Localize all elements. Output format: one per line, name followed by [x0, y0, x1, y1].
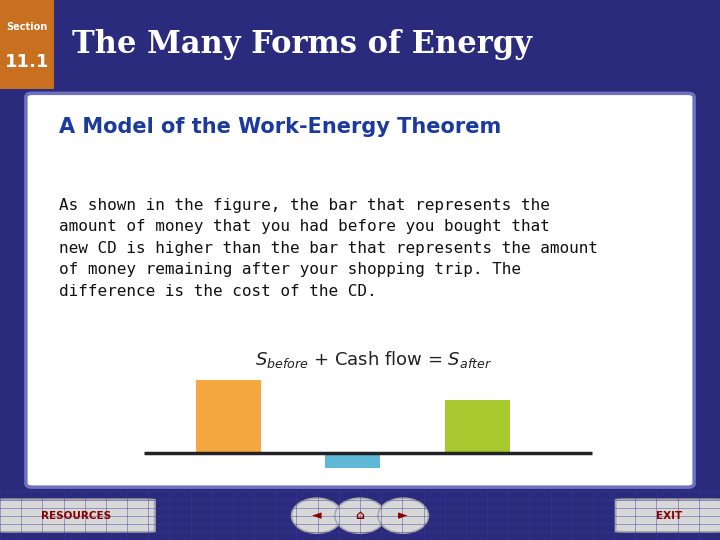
FancyBboxPatch shape [0, 0, 54, 89]
FancyBboxPatch shape [26, 93, 694, 487]
Text: 11.1: 11.1 [4, 53, 49, 71]
Ellipse shape [292, 498, 342, 533]
Text: Section: Section [6, 22, 48, 32]
Ellipse shape [335, 498, 385, 533]
Text: $\mathit{S}_{before}$ + Cash flow = $\mathit{S}_{after}$: $\mathit{S}_{before}$ + Cash flow = $\ma… [255, 349, 492, 370]
Text: ◄: ◄ [312, 509, 322, 522]
Bar [196, 380, 261, 453]
FancyBboxPatch shape [0, 500, 155, 532]
Text: As shown in the figure, the bar that represents the
amount of money that you had: As shown in the figure, the bar that rep… [58, 198, 598, 299]
Text: ⌂: ⌂ [356, 509, 364, 522]
Bar [445, 401, 510, 453]
Text: EXIT: EXIT [657, 511, 683, 521]
Text: A Model of the Work-Energy Theorem: A Model of the Work-Energy Theorem [58, 117, 501, 137]
Text: ►: ► [398, 509, 408, 522]
Bar [325, 453, 380, 469]
Text: The Many Forms of Energy: The Many Forms of Energy [72, 29, 532, 60]
Ellipse shape [378, 498, 428, 533]
Text: RESOURCES: RESOURCES [40, 511, 111, 521]
FancyBboxPatch shape [616, 500, 720, 532]
